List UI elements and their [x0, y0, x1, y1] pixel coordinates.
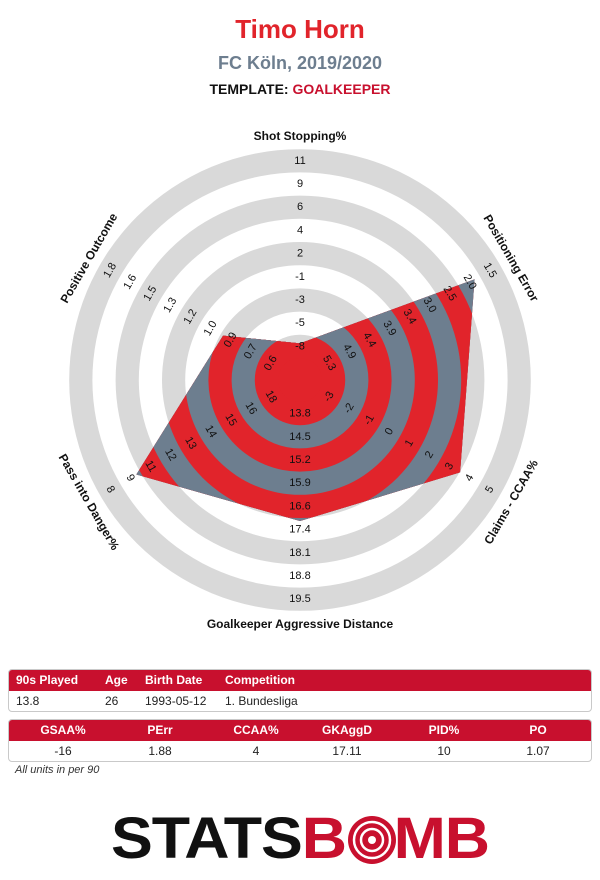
tick-label: 2	[423, 449, 436, 460]
units-note: All units in per 90	[15, 764, 100, 776]
tick-label: 11	[294, 155, 305, 167]
tick-label: 9	[124, 472, 137, 483]
template-prefix: TEMPLATE:	[209, 81, 289, 97]
tick-label: 8	[103, 484, 116, 495]
tick-label: 19.5	[289, 593, 310, 605]
header-perr: PErr	[147, 723, 173, 737]
polygon-center	[278, 358, 322, 402]
header-po: PO	[529, 723, 547, 737]
value-gkaggd: 17.11	[332, 744, 362, 758]
value-po: 1.07	[526, 744, 550, 758]
header-birth-date: Birth Date	[145, 673, 203, 687]
header-90s-played: 90s Played	[16, 673, 79, 687]
tick-label: -5	[295, 317, 305, 329]
tick-label: -8	[295, 340, 305, 352]
tick-label: -3	[295, 294, 305, 306]
logo-text-b: B	[302, 806, 346, 871]
target-icon	[348, 816, 396, 864]
tick-label: 18.8	[289, 570, 310, 582]
tick-label: 5	[483, 484, 496, 495]
tick-label: 17.4	[289, 524, 310, 536]
header-gkaggd: GKAggD	[322, 723, 372, 737]
metrics-table-row: -16 1.88 4 17.11 10 1.07	[9, 741, 591, 761]
tick-label: 16.6	[289, 500, 310, 512]
tick-label: 4	[297, 224, 303, 236]
header-competition: Competition	[225, 673, 295, 687]
value-birth-date: 1993-05-12	[145, 694, 207, 708]
template-label: TEMPLATE: GOALKEEPER	[0, 81, 600, 97]
svg-text:STATSBOMB: STATSBOMB	[111, 806, 489, 871]
tick-label: 15.9	[289, 477, 310, 489]
statsbomb-logo: STATSBOMB	[111, 806, 490, 871]
team-season: FC Köln, 2019/2020	[217, 53, 383, 73]
value-competition: 1. Bundesliga	[225, 694, 298, 708]
player-name: Timo Horn	[235, 14, 365, 44]
tick-label: 12	[162, 446, 179, 463]
tick-label: 18.1	[289, 547, 310, 559]
header-age: Age	[105, 673, 128, 687]
info-table-header: 90s Played Age Birth Date Competition	[9, 670, 591, 691]
axis-label: Goalkeeper Aggressive Distance	[207, 617, 394, 631]
value-gsaa: -16	[54, 744, 72, 758]
tick-label: 1	[403, 438, 416, 449]
tick-label: 2	[297, 248, 303, 260]
tick-label: 11	[142, 458, 158, 474]
value-pid: 10	[437, 744, 451, 758]
value-age: 26	[105, 694, 119, 708]
logo-text-mb: MB	[394, 806, 489, 871]
value-ccaa: 4	[252, 744, 260, 758]
tick-label: 9	[297, 178, 303, 190]
tick-label: 18	[263, 388, 280, 405]
tick-label: 6	[297, 201, 303, 213]
tick-label: 15	[222, 412, 239, 429]
metrics-table: GSAA% PErr CCAA% GKAggD PID% PO -16 1.88…	[8, 719, 592, 762]
tick-label: 13	[182, 435, 199, 452]
tick-label: 0	[383, 426, 396, 437]
logo-text-stats: STATS	[111, 806, 302, 871]
tick-label: -1	[295, 271, 305, 283]
value-perr: 1.88	[148, 744, 172, 758]
tick-label: 16	[243, 400, 260, 417]
header-gsaa: GSAA%	[40, 723, 86, 737]
header-ccaa: CCAA%	[233, 723, 279, 737]
template-value: GOALKEEPER	[292, 81, 391, 97]
header-pid: PID%	[428, 723, 460, 737]
tick-label: 4	[463, 472, 476, 483]
axis-label: Shot Stopping%	[254, 129, 347, 143]
tick-label: 14	[202, 423, 219, 440]
tick-label: 13.8	[289, 408, 310, 420]
tick-label: 3	[443, 461, 456, 472]
info-table: 90s Played Age Birth Date Competition 13…	[8, 669, 592, 712]
value-90s-played: 13.8	[16, 694, 40, 708]
tick-label: 15.2	[289, 454, 310, 466]
tick-label: 14.5	[289, 431, 310, 443]
metrics-table-header: GSAA% PErr CCAA% GKAggD PID% PO	[9, 720, 591, 741]
info-table-row: 13.8 26 1993-05-12 1. Bundesliga	[9, 691, 591, 711]
